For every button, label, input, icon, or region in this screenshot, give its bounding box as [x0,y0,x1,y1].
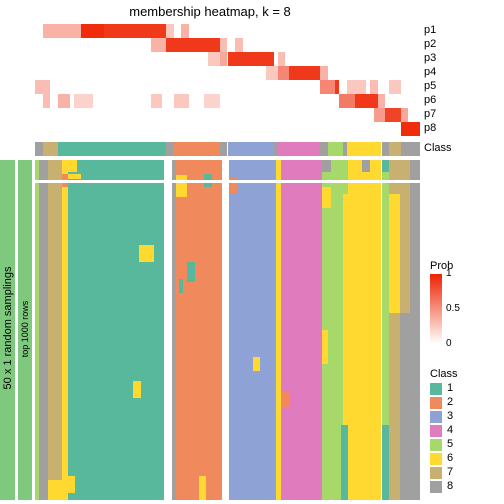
class-legend-items: 12345678 [430,382,500,494]
class-legend-item: 2 [430,396,500,410]
class-strip [35,142,420,156]
class-legend-item: 7 [430,466,500,480]
class-legend-item: 6 [430,452,500,466]
prob-legend-title: Prob [430,260,500,272]
prob-row-label: p8 [424,122,436,134]
prob-legend-gradient [430,274,442,344]
class-legend-title: Class [430,368,500,380]
prob-legend: Prob 10.50 [430,260,500,344]
prob-row-label: p3 [424,52,436,64]
class-legend-item: 8 [430,480,500,494]
side-annotation-inner-label: top 1000 rows [20,269,30,389]
heatmap-divider [35,180,420,183]
class-legend-item: 4 [430,424,500,438]
prob-row-label: p4 [424,66,436,78]
class-legend: Class 12345678 [430,368,500,494]
prob-legend-ticks: 10.50 [446,274,486,344]
main-heatmap [35,160,420,500]
side-annotation-outer-label: 50 x 1 random samplings [2,248,14,408]
class-legend-item: 3 [430,410,500,424]
figure-root: membership heatmap, k = 8 Class 50 x 1 r… [0,0,504,504]
class-strip-label: Class [424,142,452,154]
class-legend-item: 5 [430,438,500,452]
chart-title: membership heatmap, k = 8 [0,4,420,19]
prob-row-label: p6 [424,94,436,106]
prob-row-label: p7 [424,108,436,120]
prob-row-label: p5 [424,80,436,92]
class-legend-item: 1 [430,382,500,396]
prob-row-label: p1 [424,24,436,36]
prob-row-label: p2 [424,38,436,50]
